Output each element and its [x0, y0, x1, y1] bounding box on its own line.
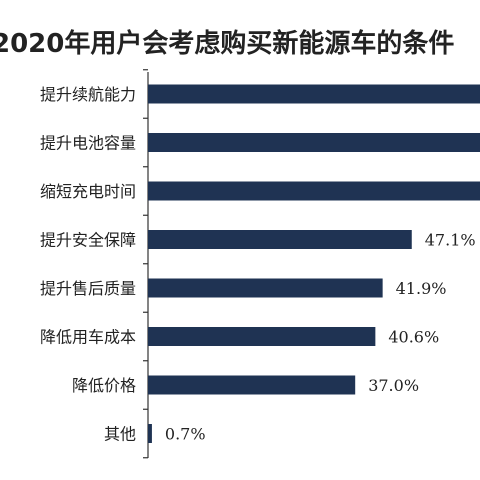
value-label: 47.1% — [425, 231, 476, 250]
bar — [148, 84, 480, 104]
bar — [148, 278, 383, 298]
value-label: 40.6% — [388, 328, 439, 347]
bars — [148, 84, 480, 443]
bar — [148, 230, 412, 249]
category-label: 降低价格 — [72, 376, 136, 395]
bar — [148, 133, 480, 152]
bar — [148, 375, 356, 395]
category-label: 其他 — [104, 425, 136, 444]
bar — [148, 181, 480, 201]
category-label: 提升安全保障 — [40, 231, 136, 250]
value-labels: 47.1% 41.9% 40.6% 37.0% 0.7% — [165, 231, 476, 444]
category-labels: 提升续航能力提升电池容量缩短充电时间提升安全保障提升售后质量降低用车成本降低价格… — [40, 85, 136, 444]
value-label: 0.7% — [165, 425, 206, 444]
category-label: 缩短充电时间 — [40, 182, 136, 201]
chart-title: 2020年用户会考虑购买新能源车的条件 — [0, 28, 454, 59]
value-label: 41.9% — [396, 279, 447, 298]
category-label: 降低用车成本 — [40, 328, 136, 347]
bar — [148, 327, 376, 346]
value-label: 37.0% — [368, 376, 419, 395]
y-axis-ticks — [143, 69, 148, 459]
bar — [148, 424, 152, 443]
category-label: 提升续航能力 — [40, 85, 136, 104]
category-label: 提升售后质量 — [40, 279, 136, 298]
category-label: 提升电池容量 — [40, 134, 136, 153]
